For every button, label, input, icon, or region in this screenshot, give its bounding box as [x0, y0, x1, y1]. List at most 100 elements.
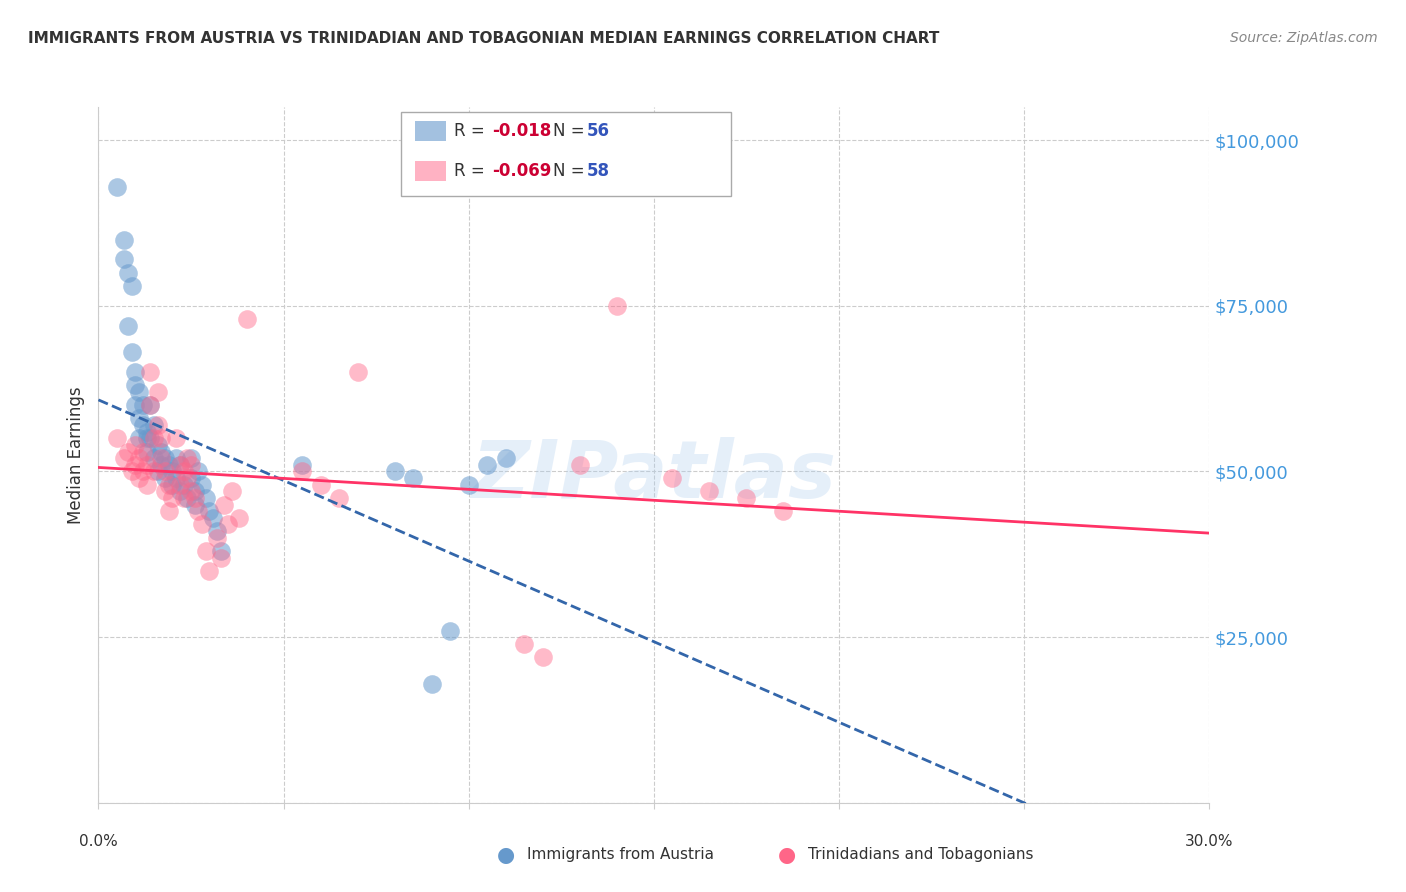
Point: [132, 418, 155, 433]
Point: [176, 451, 198, 466]
Point: [153, 484, 176, 499]
Point: [121, 279, 143, 293]
Point: [176, 491, 198, 505]
Point: [146, 418, 169, 433]
Text: ZIPatlas: ZIPatlas: [471, 437, 837, 515]
Point: [117, 444, 139, 458]
Point: [291, 458, 314, 472]
Point: [135, 477, 157, 491]
Point: [150, 431, 173, 445]
Point: [495, 451, 517, 466]
Point: [139, 431, 162, 445]
Point: [183, 484, 205, 499]
Point: [150, 451, 173, 466]
Point: [228, 511, 250, 525]
Point: [112, 252, 135, 267]
Point: [139, 398, 162, 412]
Point: [173, 465, 195, 479]
Text: -0.069: -0.069: [492, 162, 551, 180]
Point: [661, 471, 683, 485]
Point: [117, 266, 139, 280]
Point: [143, 418, 166, 433]
Point: [143, 465, 166, 479]
Point: [183, 491, 205, 505]
Point: [183, 498, 205, 512]
Point: [128, 411, 150, 425]
Point: [128, 451, 150, 466]
Point: [124, 398, 146, 412]
Point: [180, 458, 202, 472]
Point: [221, 484, 243, 499]
Text: ●: ●: [779, 845, 796, 864]
Point: [205, 531, 228, 545]
Point: [157, 458, 180, 472]
Point: [162, 477, 184, 491]
Point: [191, 477, 214, 491]
Point: [146, 465, 169, 479]
Point: [205, 524, 228, 538]
Point: [169, 484, 191, 499]
Point: [128, 384, 150, 399]
Text: N =: N =: [553, 162, 589, 180]
Point: [202, 511, 225, 525]
Text: 56: 56: [586, 122, 609, 140]
Text: IMMIGRANTS FROM AUSTRIA VS TRINIDADIAN AND TOBAGONIAN MEDIAN EARNINGS CORRELATIO: IMMIGRANTS FROM AUSTRIA VS TRINIDADIAN A…: [28, 31, 939, 46]
Point: [124, 378, 146, 392]
Point: [150, 444, 173, 458]
Point: [169, 458, 191, 472]
Point: [153, 465, 176, 479]
Point: [194, 544, 217, 558]
Point: [384, 465, 406, 479]
Point: [165, 451, 187, 466]
Point: [235, 312, 257, 326]
Point: [105, 431, 128, 445]
Text: 30.0%: 30.0%: [1185, 834, 1233, 849]
Point: [180, 484, 202, 499]
Point: [173, 491, 195, 505]
Point: [153, 451, 176, 466]
Point: [173, 477, 195, 491]
Point: [124, 458, 146, 472]
Point: [135, 425, 157, 439]
Point: [457, 477, 479, 491]
Text: -0.018: -0.018: [492, 122, 551, 140]
Point: [187, 465, 209, 479]
Point: [209, 550, 232, 565]
Point: [135, 431, 157, 445]
Point: [143, 451, 166, 466]
Point: [198, 564, 221, 578]
Point: [439, 624, 461, 638]
Point: [128, 471, 150, 485]
Point: [180, 471, 202, 485]
Point: [531, 650, 554, 665]
Y-axis label: Median Earnings: Median Earnings: [66, 386, 84, 524]
Point: [165, 431, 187, 445]
Point: [194, 491, 217, 505]
Point: [169, 458, 191, 472]
Point: [132, 398, 155, 412]
Point: [699, 484, 721, 499]
Point: [150, 458, 173, 472]
Point: [112, 451, 135, 466]
Point: [772, 504, 794, 518]
Text: ●: ●: [498, 845, 515, 864]
Text: 58: 58: [586, 162, 609, 180]
Point: [128, 431, 150, 445]
Point: [143, 431, 166, 445]
Point: [187, 504, 209, 518]
Point: [112, 233, 135, 247]
Point: [124, 365, 146, 379]
Point: [135, 458, 157, 472]
Point: [157, 477, 180, 491]
Point: [402, 471, 425, 485]
Point: [191, 517, 214, 532]
Point: [176, 471, 198, 485]
Point: [121, 465, 143, 479]
Text: N =: N =: [553, 122, 589, 140]
Point: [513, 637, 536, 651]
Point: [146, 384, 169, 399]
Point: [146, 438, 169, 452]
Point: [198, 504, 221, 518]
Point: [162, 491, 184, 505]
Text: Immigrants from Austria: Immigrants from Austria: [527, 847, 714, 862]
